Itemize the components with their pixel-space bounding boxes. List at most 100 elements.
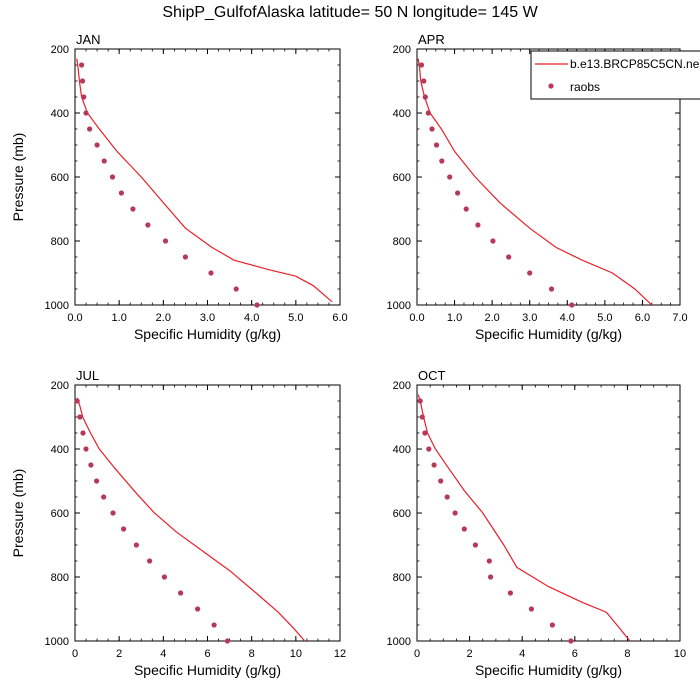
obs-point-jul [110,510,116,516]
x-tick-label-jan: 0.0 [67,312,82,324]
x-tick-label-apr: 2.0 [484,312,499,324]
obs-point-jul [147,558,153,564]
x-tick-label-oct: 6 [572,648,578,660]
legend-obs-label: raobs [570,80,600,94]
y-tick-label-oct: 400 [393,444,411,456]
obs-point-jan [109,174,116,180]
model-line-oct [417,394,631,641]
obs-point-oct [426,446,432,452]
obs-point-jan [101,158,107,164]
obs-point-jul [94,478,100,484]
y-tick-label-oct: 800 [393,572,411,584]
x-tick-label-jan: 1.0 [112,312,127,324]
obs-point-oct [528,606,535,612]
obs-point-apr [506,254,512,260]
y-tick-label-jan: 400 [51,108,69,120]
x-tick-label-jul: 6 [204,648,210,660]
obs-point-jan [83,110,89,116]
y-tick-label-jul: 1000 [45,636,69,648]
x-tick-label-jul: 0 [72,648,78,660]
x-tick-label-jul: 12 [334,648,346,660]
obs-point-jan [79,62,85,68]
x-axis-label-apr: Specific Humidity (g/kg) [475,326,622,342]
x-tick-label-oct: 8 [624,648,630,660]
obs-point-oct [461,526,467,532]
legend-dot-swatch [548,83,554,89]
x-tick-label-jan: 2.0 [156,312,171,324]
y-axis-label-jan: Pressure (mb) [10,133,26,222]
obs-point-jul [83,446,89,452]
obs-point-oct [452,510,458,516]
model-line-jul [76,397,306,641]
panel-label-jan: JAN [76,32,101,47]
x-tick-label-jan: 5.0 [288,312,303,324]
obs-point-jul [224,638,230,644]
x-tick-label-apr: 7.0 [672,312,687,324]
obs-point-apr [455,190,461,196]
x-axis-label-jan: Specific Humidity (g/kg) [134,326,281,342]
obs-point-jul [211,622,217,628]
y-tick-label-jan: 600 [51,172,69,184]
y-tick-label-apr: 800 [393,236,411,248]
obs-point-oct [568,638,574,644]
y-tick-label-jul: 600 [51,508,69,520]
y-tick-label-apr: 200 [393,44,411,56]
obs-point-jul [195,606,201,612]
x-tick-label-jan: 3.0 [200,312,215,324]
obs-point-apr [548,286,555,292]
x-axis-label-jul: Specific Humidity (g/kg) [134,662,281,678]
x-tick-label-apr: 3.0 [522,312,537,324]
obs-point-jul [121,526,127,532]
panel-data-jan [76,58,333,303]
panel-data-apr [417,58,653,305]
obs-point-apr [439,158,445,164]
panel-label-apr: APR [418,32,445,47]
obs-point-jul [80,430,86,436]
x-tick-label-oct: 0 [414,648,420,660]
x-tick-label-apr: 5.0 [597,312,612,324]
y-tick-label-jul: 800 [51,572,69,584]
obs-point-jan [182,254,188,260]
obs-point-jan [208,270,214,276]
panel-data-jul [76,397,306,641]
x-tick-label-jan: 4.0 [244,312,259,324]
x-tick-label-apr: 6.0 [635,312,650,324]
obs-point-apr [418,62,425,68]
y-tick-label-jul: 400 [51,444,69,456]
obs-point-oct [417,398,423,404]
obs-point-jan [233,286,239,292]
x-tick-label-jul: 4 [160,648,166,660]
obs-point-apr [569,302,575,308]
obs-point-jan [79,78,86,84]
panel-label-oct: OCT [418,368,446,383]
obs-point-apr [447,174,453,180]
x-axis-label-oct: Specific Humidity (g/kg) [475,662,622,678]
page-title: ShipP_GulfofAlaska latitude= 50 N longit… [162,4,538,21]
y-tick-label-jul: 200 [51,380,69,392]
obs-point-oct [549,622,556,628]
obs-point-oct [488,574,494,580]
panel-oct: OCT 0 2 4 6 8 10 200 400 600 800 1000 Specific Humid… [387,368,687,678]
obs-point-apr [422,94,428,100]
obs-point-oct [486,558,492,564]
obs-point-jan [130,206,136,212]
x-tick-label-jul: 8 [249,648,255,660]
y-axis-label-jul: Pressure (mb) [10,469,26,558]
obs-point-apr [527,270,533,276]
obs-point-oct [444,494,450,500]
obs-point-jul [101,494,107,500]
obs-point-jan [162,238,169,244]
obs-point-apr [475,222,481,228]
obs-point-jul [88,462,94,468]
y-tick-label-apr: 600 [393,172,411,184]
x-tick-label-apr: 0.0 [409,312,424,324]
obs-point-jul [178,590,184,596]
x-tick-label-apr: 4.0 [560,312,575,324]
panel-label-jul: JUL [76,368,99,383]
obs-point-oct [438,478,444,484]
x-tick-label-apr: 1.0 [447,312,462,324]
panel-jul: JUL 0 2 4 6 8 10 12 200 400 600 800 1000 Specific Hum… [10,368,346,678]
legend: b.e13.BRCP85C5CN.ne120_g16.003 raobs [530,50,700,100]
